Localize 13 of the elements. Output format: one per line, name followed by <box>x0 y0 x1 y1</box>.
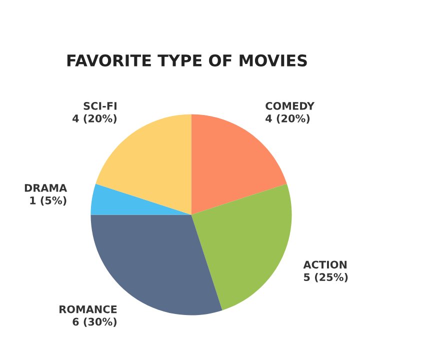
slice-label: SCI-FI <box>84 102 116 110</box>
pie-slice <box>90 184 192 215</box>
chart-title: FAVORITE TYPE OF MOVIES <box>67 54 307 67</box>
data-label: 4 (20%) <box>72 114 116 124</box>
slice-label: ROMANCE <box>60 305 117 314</box>
data-label: 5 (25%) <box>304 273 348 282</box>
slice-label: ACTION <box>303 260 347 269</box>
slice-label: DRAMA <box>24 184 68 192</box>
data-label: 6 (30%) <box>72 318 116 327</box>
data-label: 4 (20%) <box>266 114 310 124</box>
pie-slice <box>191 184 292 310</box>
slice-label: COMEDY <box>266 102 315 110</box>
data-label: 1 (5%) <box>30 196 66 206</box>
